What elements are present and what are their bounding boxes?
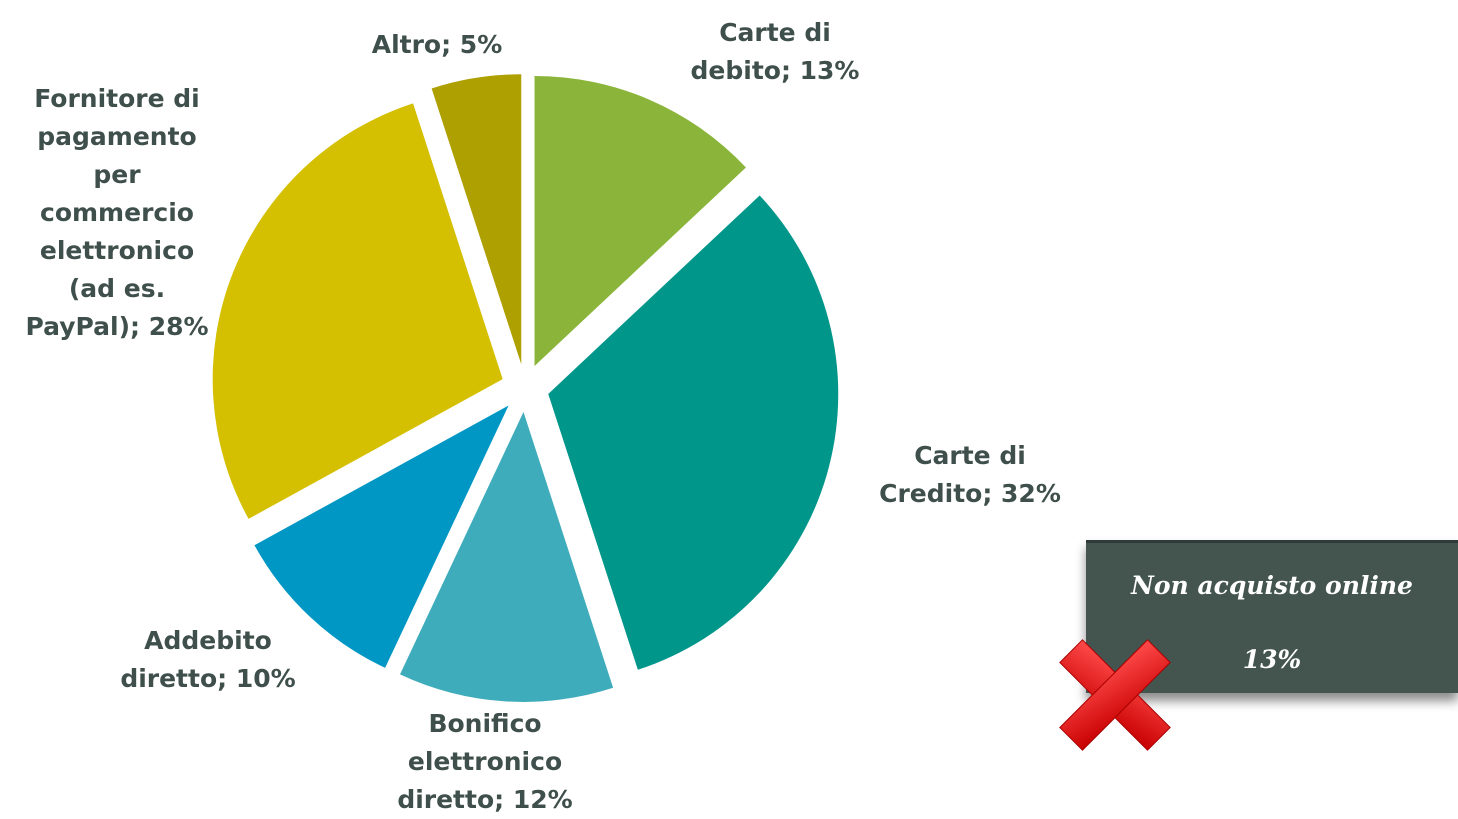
- slice-label: Addebito diretto; 10%: [120, 626, 296, 693]
- callout-value: 13%: [1242, 645, 1302, 674]
- pie-slice: [212, 103, 503, 519]
- pie-slice: [254, 405, 509, 668]
- pie-slice: [431, 74, 522, 365]
- slice-label: Fornitore di pagamento per commercio ele…: [25, 84, 209, 341]
- pie-slice: [400, 411, 614, 702]
- slice-label: Altro; 5%: [371, 30, 503, 59]
- pie-slice: [534, 75, 746, 366]
- slice-label: Bonifico elettronico diretto; 12%: [397, 709, 573, 814]
- slice-label: Carte di Credito; 32%: [879, 441, 1061, 508]
- pie-slice: [548, 195, 839, 670]
- red-cross-icon: [1059, 639, 1171, 751]
- slice-label: Carte di debito; 13%: [690, 18, 860, 85]
- callout-title: Non acquisto online: [1131, 571, 1413, 600]
